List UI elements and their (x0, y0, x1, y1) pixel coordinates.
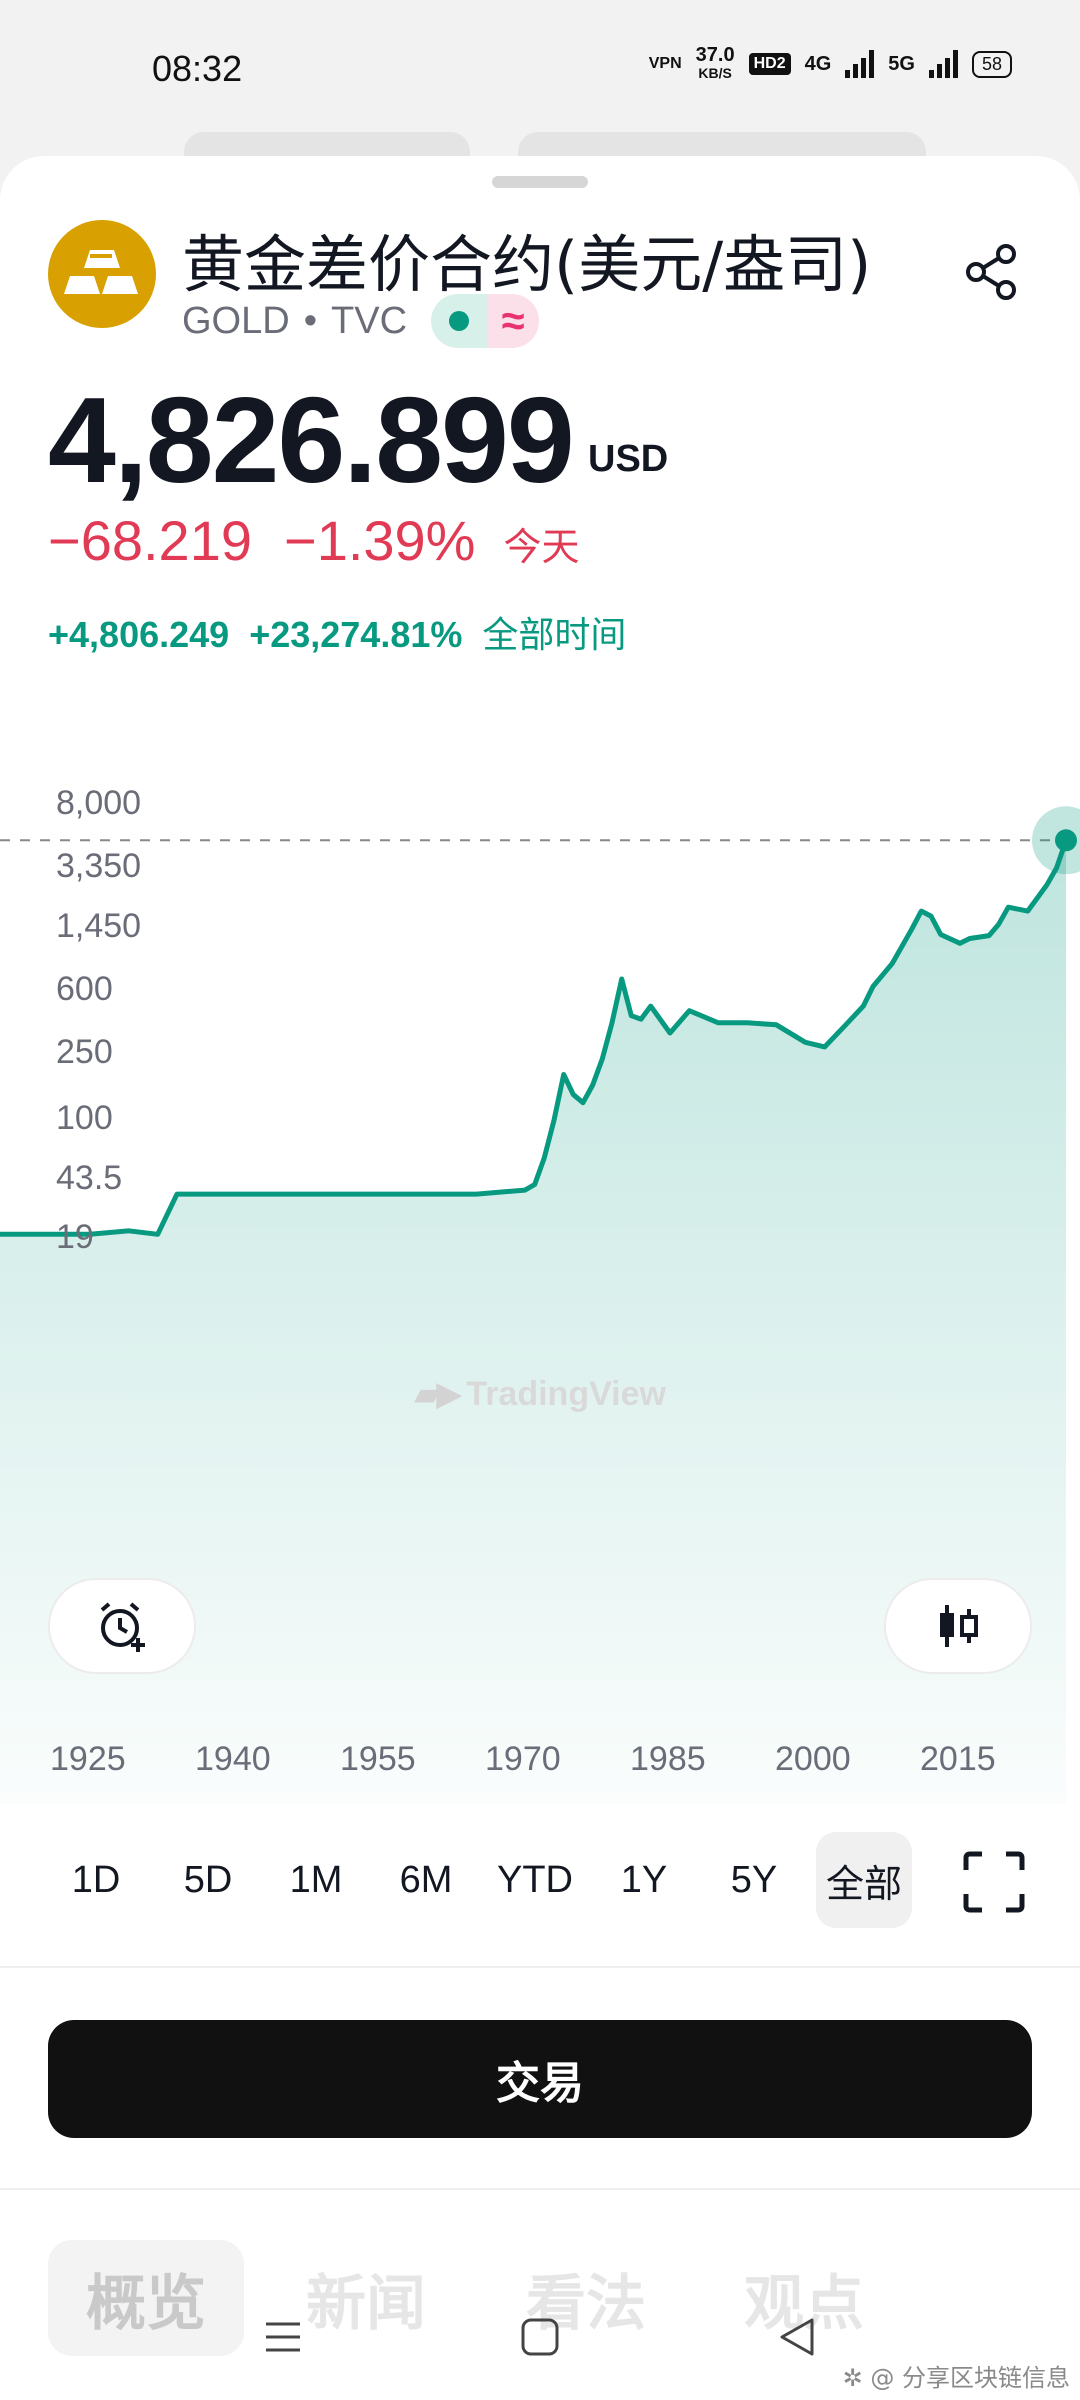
y-tick-label: 1,450 (56, 906, 142, 945)
hd-voice-icon: HD2 (748, 53, 791, 75)
fullscreen-icon[interactable] (962, 1850, 1026, 1914)
price-series-line (0, 839, 1069, 1237)
range-tab[interactable]: 1M (289, 1858, 343, 1901)
back-icon[interactable] (772, 2312, 822, 2362)
x-tick-label: 1985 (630, 1740, 706, 1778)
network-speed: 37.0 KB/S (695, 44, 735, 82)
divider (0, 2188, 1080, 2190)
vpn-icon: VPN (648, 55, 682, 72)
net-5g-label: 5G (888, 52, 915, 75)
change-period: 今天 (503, 525, 580, 569)
range-tab[interactable]: YTD (497, 1858, 573, 1901)
bottom-tab[interactable]: 概览 (48, 2240, 244, 2356)
change-abs: −68.219 (48, 509, 252, 572)
speed-value: 37.0 (695, 44, 735, 66)
y-tick-label: 43.5 (56, 1158, 123, 1197)
alltime-pct: +23,274.81% (249, 614, 463, 655)
signal-4g-icon (845, 50, 875, 78)
gold-bars-icon (48, 220, 156, 328)
price-currency: USD (588, 438, 669, 480)
divider (0, 1966, 1080, 1968)
status-bar: 08:32 VPN 37.0 KB/S HD2 4G 5G 58 (0, 0, 1080, 135)
sheet-grabber[interactable] (492, 176, 588, 188)
last-price: 4,826.899 (48, 372, 575, 508)
tradingview-logo-icon: ▰▶ (414, 1375, 462, 1413)
trade-button[interactable]: 交易 (48, 2020, 1032, 2138)
x-tick-label: 1970 (485, 1740, 561, 1778)
status-time: 08:32 (152, 48, 243, 89)
daily-change: −68.219 −1.39% 今天 (48, 508, 580, 573)
separator: • (303, 299, 318, 342)
bottom-tab[interactable]: 观点 (744, 2268, 864, 2339)
y-tick-label: 3,350 (56, 846, 142, 885)
x-tick-label: 1925 (50, 1740, 126, 1778)
alltime-period: 全部时间 (482, 615, 627, 656)
candlestick-icon (940, 1605, 978, 1647)
source-credit: ✲ @ 分享区块链信息 (842, 2364, 1070, 2392)
tradingview-watermark: ▰▶ TradingView (414, 1374, 666, 1414)
cfd-wave-icon: ≈ (487, 294, 540, 348)
signal-5g-icon (928, 50, 958, 78)
home-icon[interactable] (515, 2312, 565, 2362)
alltime-change: +4,806.249 +23,274.81% 全部时间 (48, 606, 626, 658)
bottom-tab[interactable]: 新闻 (306, 2268, 426, 2339)
range-tab[interactable]: 1Y (620, 1858, 668, 1901)
y-tick-label: 100 (56, 1098, 113, 1137)
market-open-dot-icon (431, 294, 488, 348)
x-tick-label: 2015 (920, 1740, 996, 1778)
y-tick-label: 600 (56, 970, 113, 1009)
bottom-tabs: 概览 新闻 看法 观点 (0, 2240, 1080, 2360)
chart-type-button[interactable] (884, 1578, 1032, 1674)
price-chart[interactable]: 8,000 3,350 1,450 600 250 100 43.5 19 1925 1940 19… (0, 724, 1080, 1804)
menu-icon[interactable] (258, 2312, 308, 2362)
change-pct: −1.39% (283, 509, 476, 572)
range-tab[interactable]: 全部 (816, 1832, 912, 1928)
bottom-tab[interactable]: 看法 (526, 2268, 646, 2339)
range-tab[interactable]: 5Y (730, 1858, 778, 1901)
battery-icon: 58 (971, 50, 1012, 78)
x-tick-label: 1940 (195, 1740, 271, 1778)
range-tab[interactable]: 6M (399, 1858, 453, 1901)
alltime-abs: +4,806.249 (48, 614, 230, 655)
y-tick-label: 250 (56, 1032, 113, 1071)
add-alert-button[interactable] (48, 1578, 196, 1674)
range-tabs: 1D 5D 1M 6M YTD 1Y 5Y 全部 (0, 1832, 1080, 1932)
range-tab[interactable]: 5D (183, 1858, 233, 1901)
market-status-badge[interactable]: ≈ (431, 294, 540, 348)
range-tab[interactable]: 1D (71, 1858, 121, 1901)
alarm-plus-icon (100, 1602, 145, 1652)
watermark-text: TradingView (466, 1374, 666, 1413)
exchange-code: TVC (331, 299, 408, 342)
x-tick-label: 1955 (340, 1740, 416, 1778)
x-tick-label: 2000 (775, 1740, 851, 1778)
y-tick-label: 19 (56, 1218, 94, 1256)
speed-unit: KB/S (698, 65, 732, 81)
share-icon[interactable] (960, 240, 1024, 304)
status-icons: VPN 37.0 KB/S HD2 4G 5G 58 (648, 44, 1012, 82)
symbol-code: GOLD (182, 299, 290, 342)
last-price-marker (1055, 829, 1077, 852)
net-4g-label: 4G (804, 52, 832, 75)
price-chart-svg (0, 806, 1080, 1804)
y-tick-label: 8,000 (56, 784, 142, 822)
instrument-name: 黄金差价合约(美元/盎司) (182, 228, 872, 301)
price-area-fill (0, 840, 1066, 1804)
instrument-subtitle: GOLD • TVC ≈ (182, 294, 540, 348)
